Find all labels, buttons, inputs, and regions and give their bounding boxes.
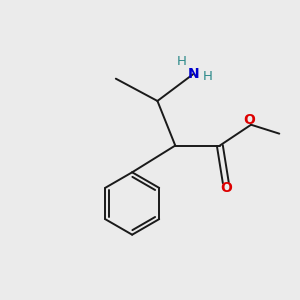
Text: H: H	[177, 55, 187, 68]
Text: O: O	[244, 113, 256, 127]
Text: H: H	[202, 70, 212, 83]
Text: N: N	[187, 67, 199, 81]
Text: O: O	[220, 181, 232, 195]
